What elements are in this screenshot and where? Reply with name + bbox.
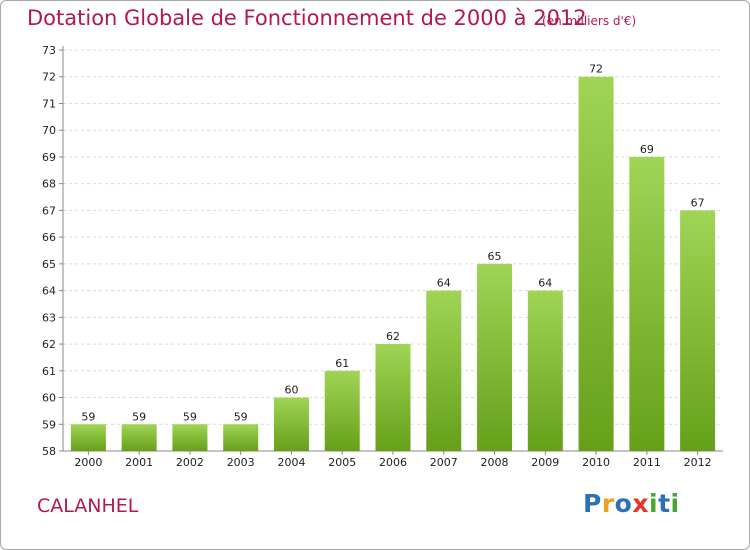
logo-letter: r (601, 489, 615, 518)
bar (527, 290, 563, 451)
chart-title: Dotation Globale de Fonctionnement de 20… (27, 6, 587, 30)
y-tick-label: 64 (42, 285, 56, 298)
bar-value-label: 61 (335, 357, 349, 370)
x-tick-label: 2000 (74, 456, 102, 469)
y-tick-label: 69 (42, 151, 56, 164)
x-tick-label: 2012 (684, 456, 712, 469)
town-name: CALANHEL (37, 495, 139, 517)
y-tick-label: 58 (42, 445, 56, 458)
y-tick-label: 72 (42, 71, 56, 84)
y-tick-label: 65 (42, 258, 56, 271)
bar-value-label: 60 (284, 384, 298, 397)
bar (426, 290, 462, 451)
logo-letter: x (632, 489, 649, 518)
x-tick-label: 2008 (481, 456, 509, 469)
bar-value-label: 64 (538, 277, 552, 290)
logo-letter: P (583, 489, 602, 518)
bar (273, 397, 309, 451)
bar (578, 76, 614, 451)
bar-value-label: 72 (589, 63, 603, 76)
x-tick-label: 2007 (430, 456, 458, 469)
x-tick-label: 2002 (176, 456, 204, 469)
bar-value-label: 59 (183, 410, 197, 423)
bar (223, 424, 259, 451)
bar-value-label: 69 (640, 143, 654, 156)
x-tick-label: 2011 (633, 456, 661, 469)
y-tick-label: 71 (42, 97, 56, 110)
x-tick-label: 2010 (582, 456, 610, 469)
y-tick-label: 61 (42, 365, 56, 378)
logo-letter: t (658, 489, 671, 518)
bar-value-label: 62 (386, 330, 400, 343)
bar-value-label: 65 (488, 250, 502, 263)
chart-unit: (en milliers d'€) (542, 14, 637, 28)
bar (680, 210, 716, 451)
x-tick-label: 2001 (125, 456, 153, 469)
bar (477, 263, 513, 451)
y-tick-label: 68 (42, 178, 56, 191)
logo-letter: o (614, 489, 633, 518)
bar-value-label: 59 (234, 410, 248, 423)
bar-value-label: 59 (81, 410, 95, 423)
x-tick-label: 2004 (277, 456, 305, 469)
logo-letter: i (649, 489, 659, 518)
bar (324, 370, 360, 451)
x-tick-label: 2009 (531, 456, 559, 469)
proxiti-logo[interactable]: Proxiti (583, 489, 680, 518)
bar-value-label: 59 (132, 410, 146, 423)
bar-value-label: 64 (437, 277, 451, 290)
y-tick-label: 73 (42, 44, 56, 57)
y-tick-label: 60 (42, 392, 56, 405)
x-tick-label: 2005 (328, 456, 356, 469)
y-tick-label: 62 (42, 338, 56, 351)
bar (70, 424, 106, 451)
y-tick-label: 59 (42, 418, 56, 431)
x-tick-label: 2006 (379, 456, 407, 469)
bar (375, 344, 411, 451)
bar (629, 156, 665, 451)
logo-letter: i (670, 489, 680, 518)
y-tick-label: 67 (42, 204, 56, 217)
x-tick-label: 2003 (227, 456, 255, 469)
bar (172, 424, 208, 451)
bar (121, 424, 157, 451)
y-tick-label: 70 (42, 124, 56, 137)
y-tick-label: 66 (42, 231, 56, 244)
bar-value-label: 67 (691, 196, 705, 209)
y-tick-label: 63 (42, 311, 56, 324)
